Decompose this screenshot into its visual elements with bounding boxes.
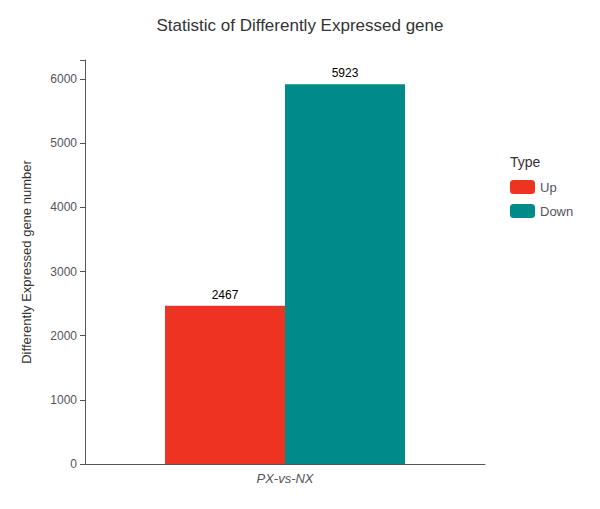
svg-text:Differently Expressed gene num: Differently Expressed gene number <box>19 160 34 364</box>
svg-text:6000: 6000 <box>50 72 77 86</box>
svg-text:5923: 5923 <box>332 66 359 80</box>
svg-text:1000: 1000 <box>50 393 77 407</box>
svg-text:PX-vs-NX: PX-vs-NX <box>256 471 314 486</box>
svg-text:4000: 4000 <box>50 200 77 214</box>
svg-text:2467: 2467 <box>212 288 239 302</box>
svg-text:Type: Type <box>510 154 541 170</box>
svg-text:Up: Up <box>540 180 557 195</box>
svg-text:5000: 5000 <box>50 136 77 150</box>
svg-text:Down: Down <box>540 204 573 219</box>
svg-text:2000: 2000 <box>50 329 77 343</box>
svg-text:0: 0 <box>70 457 77 471</box>
svg-text:3000: 3000 <box>50 265 77 279</box>
svg-text:Statistic of Differently Expre: Statistic of Differently Expressed gene <box>157 16 444 35</box>
